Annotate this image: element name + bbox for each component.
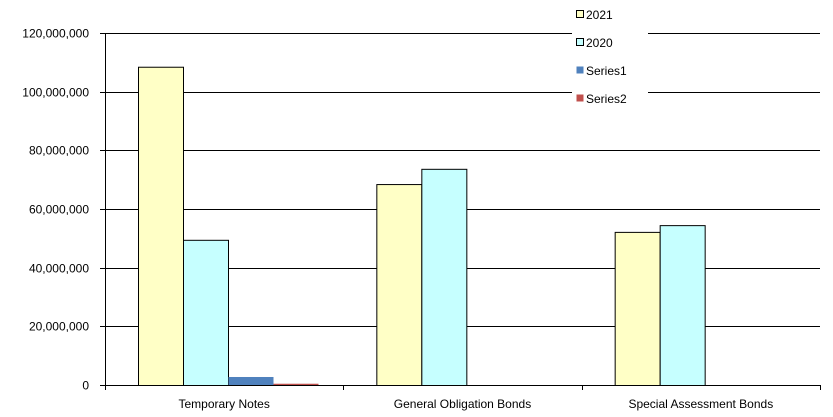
- bar-2020-3: [659, 225, 706, 386]
- x-tick-label: Special Assessment Bonds: [628, 397, 773, 411]
- y-tick-label: 20,000,000: [29, 320, 89, 334]
- y-tick-label: 80,000,000: [29, 144, 89, 158]
- bar-2021-2: [376, 184, 423, 386]
- bar-2021-1: [138, 66, 184, 386]
- legend-box: [572, 2, 648, 114]
- legend-swatch-series2: [576, 94, 584, 102]
- bar-series1-1: [228, 376, 274, 386]
- bar-series2-1: [273, 383, 319, 386]
- x-tick-label: General Obligation Bonds: [394, 397, 531, 411]
- legend-swatch-series1: [576, 66, 584, 74]
- y-tick-label: 0: [82, 379, 89, 393]
- y-tick-label: 120,000,000: [22, 27, 89, 41]
- axes: [100, 33, 821, 390]
- legend-swatch-2021: [576, 10, 584, 18]
- legend-label-series1: Series1: [586, 64, 627, 78]
- bars: [138, 66, 706, 386]
- legend-label-series2: Series2: [586, 92, 627, 106]
- bar-2020-1: [183, 239, 229, 386]
- x-tick-labels: Temporary Notes General Obligation Bonds S…: [178, 397, 773, 411]
- legend-label-2020: 2020: [586, 36, 613, 50]
- y-tick-labels: 0 20,000,000 40,000,000 60,000,000 80,000,00…: [22, 27, 89, 393]
- y-tick-label: 40,000,000: [29, 262, 89, 276]
- legend-swatch-2020: [576, 38, 584, 46]
- legend: 2021 2020 Series1 Series2: [572, 2, 648, 114]
- y-tick-label: 60,000,000: [29, 203, 89, 217]
- legend-label-2021: 2021: [586, 8, 613, 22]
- bar-2020-2: [421, 168, 468, 386]
- y-tick-label: 100,000,000: [22, 86, 89, 100]
- bar-2021-3: [614, 231, 661, 386]
- x-tick-label: Temporary Notes: [178, 397, 269, 411]
